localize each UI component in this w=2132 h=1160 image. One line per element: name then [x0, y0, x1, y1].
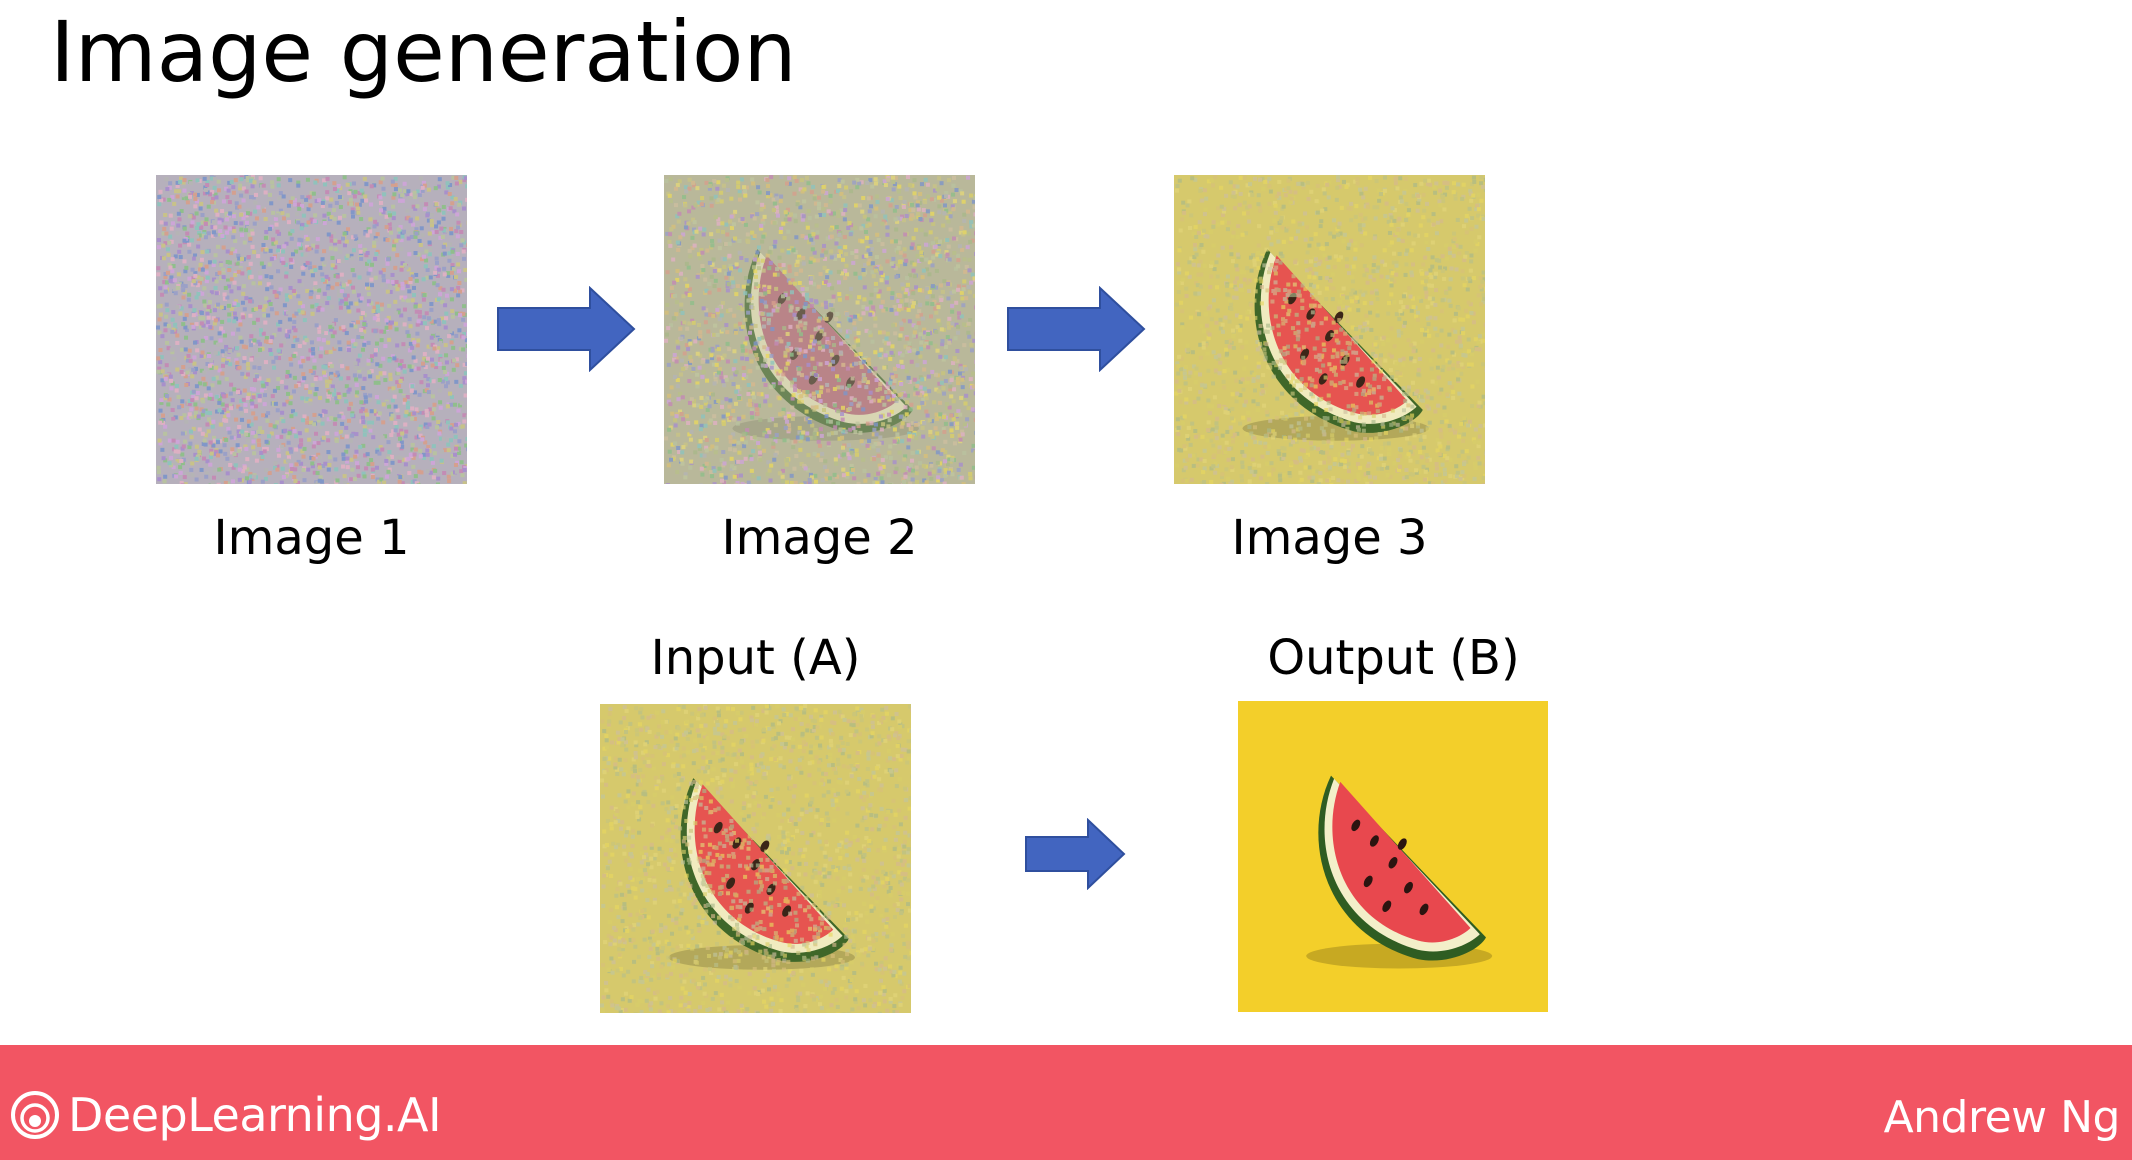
footer-bar: [0, 1045, 2132, 1160]
deeplearning-ai-logo-icon: [11, 1091, 59, 1139]
arrow-right-icon: [1006, 286, 1146, 372]
image-2-caption: Image 2: [721, 510, 918, 566]
input-image: [600, 704, 911, 1013]
image-3-less-noisy-watermelon: [1174, 175, 1485, 484]
brand: DeepLearning.AI: [10, 1085, 442, 1145]
output-image: [1238, 701, 1548, 1012]
arrow-right-icon: [1024, 818, 1126, 890]
image-1-caption: Image 1: [213, 510, 410, 566]
image-1-noise: [156, 175, 467, 484]
output-label: Output (B): [1267, 630, 1520, 686]
input-label: Input (A): [650, 630, 861, 686]
brand-name: DeepLearning.AI: [68, 1088, 442, 1142]
arrow-right-icon: [496, 286, 636, 372]
image-3-caption: Image 3: [1231, 510, 1428, 566]
slide-title: Image generation: [50, 3, 797, 101]
author-name: Andrew Ng: [1883, 1092, 2121, 1143]
image-2-noisy-watermelon: [664, 175, 975, 484]
